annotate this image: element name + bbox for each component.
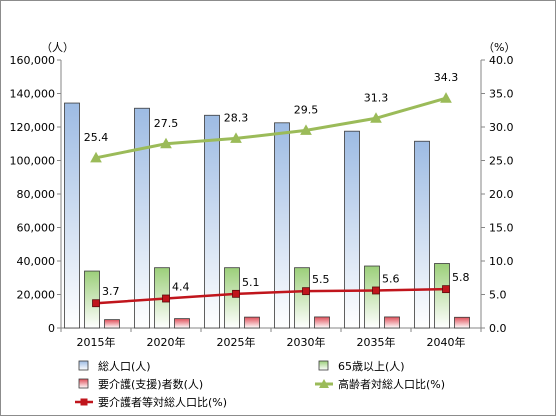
y-right-tick-label: 20.0	[489, 188, 514, 201]
y-left-tick-label: 60,000	[17, 222, 56, 235]
legend-marker	[80, 398, 88, 406]
x-tick-label: 2030年	[287, 335, 326, 349]
y-left-tick-label: 160,000	[10, 54, 56, 67]
bar	[454, 316, 470, 329]
bar	[174, 318, 190, 329]
x-tick-label: 2040年	[427, 335, 466, 349]
bar	[204, 114, 220, 329]
data-label: 4.4	[172, 281, 190, 294]
legend-label: 65歳以上(人)	[338, 360, 405, 373]
y-left-unit-label: （人）	[41, 41, 74, 54]
y-left-tick-label: 140,000	[10, 88, 56, 101]
data-label: 3.7	[102, 285, 120, 298]
data-label: 34.3	[434, 71, 459, 84]
y-right-tick-label: 30.0	[489, 121, 514, 134]
bar	[364, 265, 380, 329]
legend-label: 高齢者対総人口比(%)	[338, 377, 445, 391]
data-label: 28.3	[224, 111, 249, 124]
y-right-tick-label: 15.0	[489, 222, 514, 235]
data-label: 31.3	[364, 91, 389, 104]
y-left-tick-label: 20,000	[17, 289, 56, 302]
line-point-marker	[370, 112, 382, 123]
bar	[134, 107, 150, 329]
legend-label: 要介護(支援)者数(人)	[98, 377, 203, 391]
bar	[414, 140, 430, 329]
line-point-marker	[300, 124, 312, 135]
data-label: 5.8	[452, 271, 470, 284]
legend-swatch	[78, 360, 89, 371]
bar	[244, 316, 260, 329]
x-tick-label: 2035年	[357, 335, 396, 349]
line-point-marker	[372, 286, 380, 295]
y-left-tick-label: 0	[48, 322, 55, 335]
y-right-unit-label: （%）	[483, 41, 515, 54]
data-label: 29.5	[294, 103, 319, 116]
bar	[344, 130, 360, 329]
bar	[64, 102, 80, 329]
series-line	[95, 287, 447, 305]
line-point-marker	[92, 299, 100, 308]
line-point-marker	[442, 285, 450, 294]
y-left-tick-label: 120,000	[10, 121, 56, 134]
bar	[314, 316, 330, 329]
bar	[274, 122, 290, 329]
line-point-marker	[232, 289, 240, 298]
y-right-tick-label: 40.0	[489, 54, 514, 67]
data-label: 5.5	[312, 273, 330, 286]
legend-label: 要介護者等対総人口比(%)	[98, 395, 227, 409]
data-label: 5.1	[242, 276, 260, 289]
series-line	[95, 96, 447, 160]
y-right-tick-label: 5.0	[489, 289, 507, 302]
line-point-marker	[162, 294, 170, 303]
bar	[224, 267, 240, 329]
line-point-marker	[230, 132, 242, 143]
data-label: 27.5	[154, 117, 179, 130]
line-point-marker	[302, 287, 310, 296]
y-left-tick-label: 80,000	[17, 188, 56, 201]
bar	[104, 319, 120, 329]
line-point-marker	[160, 137, 172, 149]
line-point-marker	[440, 92, 452, 103]
y-left-tick-label: 100,000	[10, 155, 56, 168]
y-right-tick-label: 25.0	[489, 155, 514, 168]
x-tick-label: 2025年	[217, 335, 256, 349]
legend-swatch	[78, 378, 89, 389]
data-label: 25.4	[84, 131, 109, 144]
legend-marker	[319, 379, 329, 388]
line-point-marker	[90, 151, 102, 163]
y-right-tick-label: 35.0	[489, 88, 514, 101]
legend-label: 総人口(人)	[98, 359, 151, 373]
bar	[384, 316, 400, 329]
bar	[294, 267, 310, 329]
y-right-tick-label: 0.0	[489, 322, 507, 335]
bar	[434, 263, 450, 329]
legend-swatch	[318, 360, 329, 371]
data-label: 5.6	[382, 272, 400, 285]
x-tick-label: 2015年	[77, 335, 116, 349]
x-tick-label: 2020年	[147, 335, 186, 349]
y-right-tick-label: 10.0	[489, 255, 514, 268]
y-left-tick-label: 40,000	[17, 255, 56, 268]
